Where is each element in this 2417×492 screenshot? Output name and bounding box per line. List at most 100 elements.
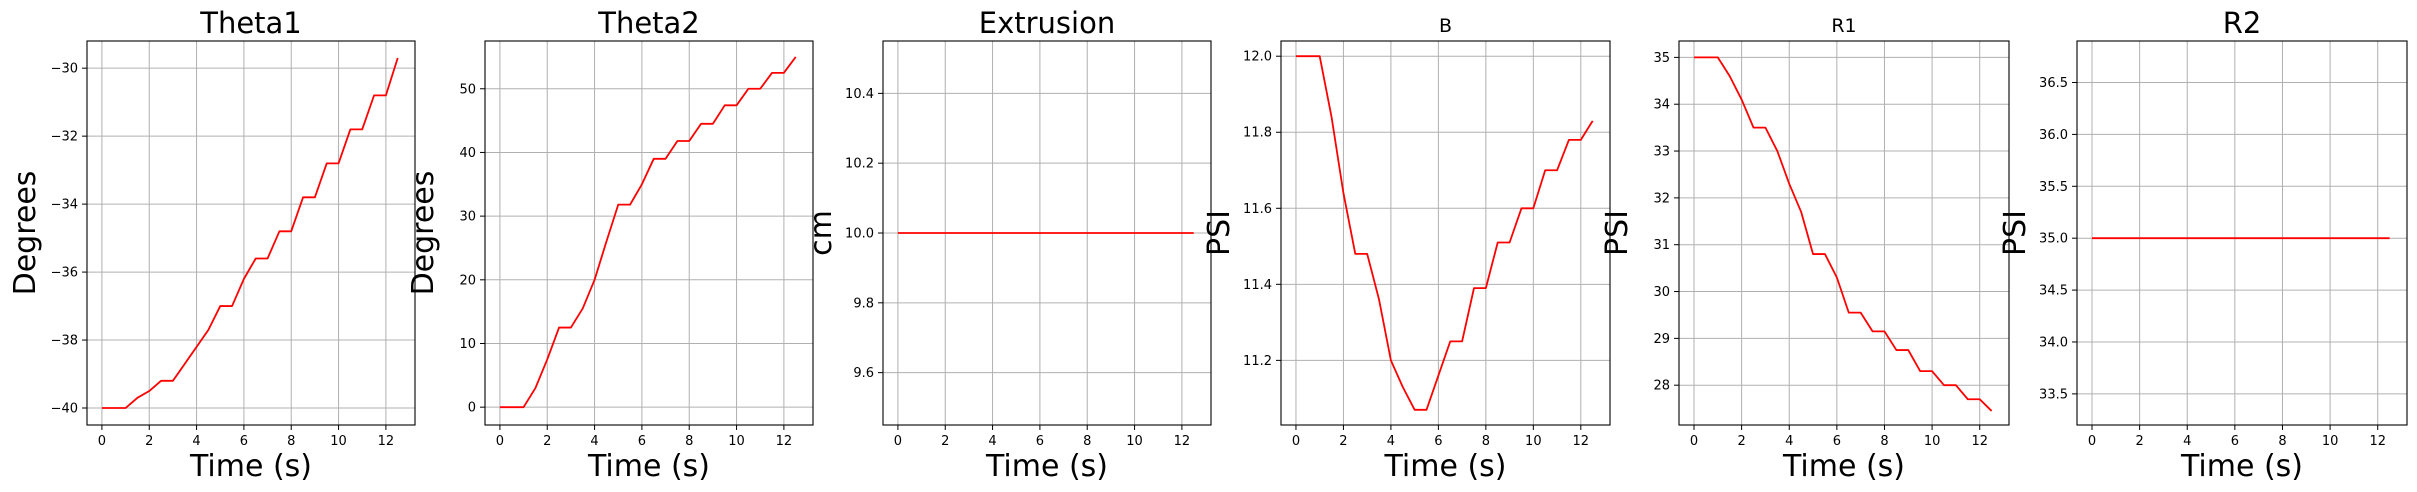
series-line (499, 56, 797, 409)
x-tick-label: 0 (496, 434, 504, 449)
chart-title: Theta1 (199, 6, 302, 40)
x-tick-label: 10 (330, 434, 347, 449)
x-tick-label: 8 (2278, 434, 2286, 449)
x-axis-label: Time (s) (985, 449, 1108, 484)
chart-panel-4: 0 2 4 6 8 10 12 11.2 11.4 11.6 11.8 12.0 B Time (s) PS… (1202, 15, 1611, 484)
y-tick-label: 31 (1653, 238, 1670, 253)
x-axis-label: Time (s) (1384, 449, 1507, 484)
y-tick-label: 32 (1653, 191, 1670, 206)
x-axis-label: Time (s) (1782, 449, 1905, 484)
x-tick-label: 12 (1174, 434, 1191, 449)
x-tick-label: 4 (988, 434, 996, 449)
y-tick-label: 10.2 (845, 157, 874, 172)
y-axis-label: PSI (1998, 210, 2033, 256)
x-tick-label: 10 (1924, 434, 1941, 449)
y-tick-label: 34.0 (2039, 335, 2068, 350)
y-tick-label: 28 (1653, 379, 1670, 394)
x-tick-label: 0 (98, 434, 106, 449)
x-tick-label: 4 (1387, 434, 1395, 449)
y-tick-label: 11.2 (1243, 354, 1272, 369)
chart-title: Theta2 (597, 6, 700, 40)
y-axis-label: PSI (1202, 210, 1237, 256)
x-tick-label: 8 (1482, 434, 1490, 449)
y-tick-label: 35 (1653, 51, 1670, 66)
chart-panel-5: 0 2 4 6 8 10 12 28 29 30 31 32 33 34 35 R1 Time (s) PSI (1600, 15, 2010, 484)
y-axis-label: cm (804, 210, 839, 256)
y-tick-label: −30 (51, 62, 78, 77)
x-tick-label: 0 (1292, 434, 1300, 449)
x-tick-label: 10 (1525, 434, 1542, 449)
x-tick-label: 4 (192, 434, 200, 449)
y-tick-label: 34 (1653, 98, 1670, 113)
y-tick-label: −32 (51, 130, 78, 145)
x-tick-label: 4 (2183, 434, 2191, 449)
y-tick-label: 20 (459, 273, 476, 288)
y-tick-label: 30 (1653, 285, 1670, 300)
y-tick-label: 35.5 (2039, 180, 2068, 195)
y-axis-label: Degrees (8, 171, 43, 296)
x-tick-label: 12 (378, 434, 395, 449)
x-tick-label: 2 (1339, 434, 1347, 449)
chart-title: R2 (2223, 6, 2262, 40)
y-tick-label: 10 (459, 337, 476, 352)
x-tick-label: 0 (894, 434, 902, 449)
y-axis-label: PSI (1600, 210, 1635, 256)
x-axis-label: Time (s) (189, 449, 312, 484)
y-tick-label: −40 (51, 402, 78, 417)
x-tick-label: 8 (1880, 434, 1888, 449)
x-tick-label: 2 (543, 434, 551, 449)
x-axis-label: Time (s) (2180, 449, 2303, 484)
y-tick-label: 33 (1653, 145, 1670, 160)
x-tick-label: 6 (2231, 434, 2239, 449)
x-tick-label: 12 (1971, 434, 1988, 449)
y-tick-label: −34 (51, 198, 78, 213)
x-tick-label: 12 (776, 434, 793, 449)
x-tick-label: 2 (2135, 434, 2143, 449)
x-tick-label: 8 (1083, 434, 1091, 449)
x-tick-label: 12 (1573, 434, 1590, 449)
x-tick-label: 8 (287, 434, 295, 449)
x-tick-label: 4 (590, 434, 598, 449)
x-tick-label: 2 (941, 434, 949, 449)
y-tick-label: 10.4 (845, 87, 874, 102)
x-tick-label: 6 (240, 434, 248, 449)
plot-frame (2076, 40, 2408, 426)
chart-panel-1: 0 2 4 6 8 10 12 −40 −38 −36 −34 −32 −30 Theta1 Time (s… (8, 6, 416, 484)
x-tick-label: 6 (638, 434, 646, 449)
series-line (1295, 55, 1594, 411)
x-tick-label: 10 (2322, 434, 2339, 449)
y-tick-label: 35.0 (2039, 232, 2068, 247)
x-tick-label: 6 (1036, 434, 1044, 449)
y-tick-label: 33.5 (2039, 387, 2068, 402)
x-tick-label: 0 (1690, 434, 1698, 449)
x-tick-label: 10 (1126, 434, 1143, 449)
x-tick-label: 6 (1833, 434, 1841, 449)
x-tick-label: 0 (2088, 434, 2096, 449)
x-tick-label: 12 (2369, 434, 2386, 449)
x-tick-label: 10 (728, 434, 745, 449)
y-tick-label: 11.8 (1243, 126, 1272, 141)
x-axis-label: Time (s) (587, 449, 710, 484)
x-tick-label: 8 (685, 434, 693, 449)
plot-frame (1280, 40, 1611, 426)
series-line (1694, 56, 1993, 412)
y-tick-label: 29 (1653, 332, 1670, 347)
x-tick-label: 2 (1737, 434, 1745, 449)
chart-panel-3: 0 2 4 6 8 10 12 9.6 9.8 10.0 10.2 10.4 Extrusion Time… (804, 6, 1212, 484)
y-axis-label: Degrees (406, 171, 441, 296)
y-tick-label: 34.5 (2039, 284, 2068, 299)
y-tick-label: 11.6 (1243, 202, 1272, 217)
y-tick-label: 9.8 (853, 296, 874, 311)
x-tick-label: 6 (1434, 434, 1442, 449)
y-tick-label: 10.0 (845, 227, 874, 242)
plot-frame (484, 40, 814, 426)
y-tick-label: 0 (468, 401, 476, 416)
y-tick-label: 11.4 (1243, 278, 1272, 293)
y-tick-label: 30 (459, 210, 476, 225)
plot-frame (1678, 40, 2010, 426)
series-line (101, 57, 399, 409)
chart-panel-2: 0 2 4 6 8 10 12 0 10 20 30 40 50 Theta2 Time (s) Degree… (406, 6, 814, 484)
y-tick-label: 9.6 (853, 366, 874, 381)
y-tick-label: 36.5 (2039, 76, 2068, 91)
